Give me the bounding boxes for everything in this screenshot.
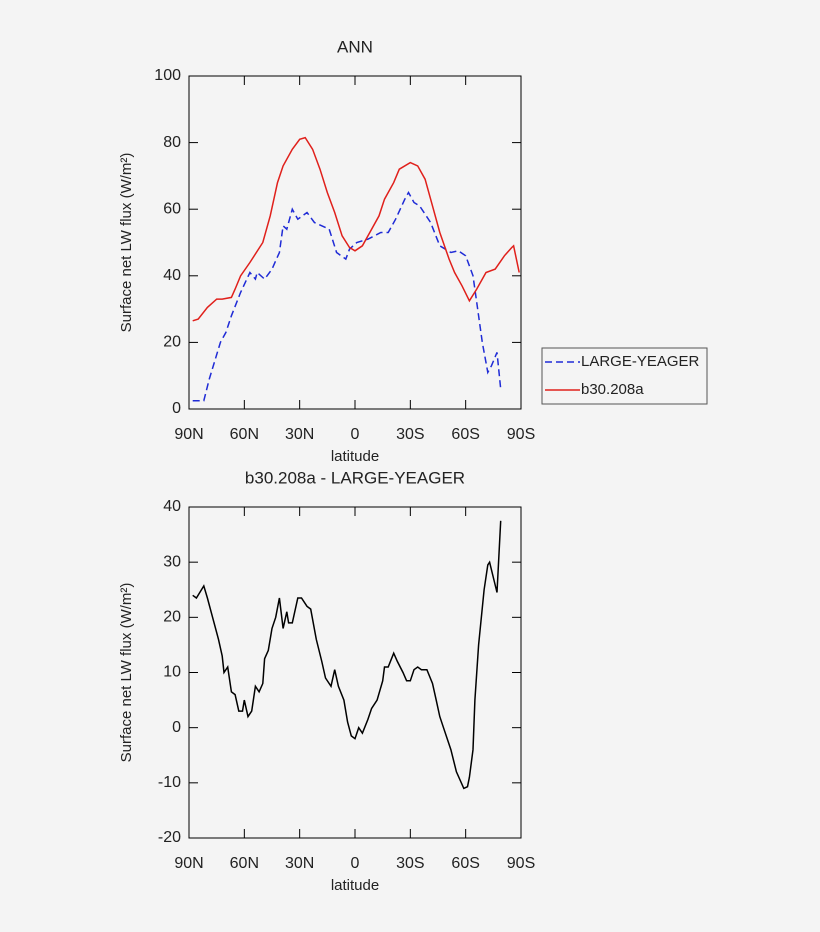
y-axis-label: Surface net LW flux (W/m²) bbox=[118, 153, 135, 333]
x-tick-label: 30S bbox=[396, 426, 424, 443]
y-axis-label: Surface net LW flux (W/m²) bbox=[118, 583, 135, 763]
line-series bbox=[192, 520, 502, 790]
y-tick-label: 40 bbox=[163, 267, 181, 284]
line-series bbox=[192, 190, 502, 402]
x-tick-label: 30N bbox=[285, 855, 314, 872]
chart-title: ANN bbox=[337, 37, 373, 56]
legend-label: b30.208a bbox=[581, 381, 644, 398]
x-tick-label: 60N bbox=[230, 426, 259, 443]
y-tick-label: 60 bbox=[163, 200, 181, 217]
y-tick-label: -10 bbox=[158, 774, 181, 791]
chart-title: b30.208a - LARGE-YEAGER bbox=[245, 468, 465, 487]
y-tick-label: 10 bbox=[163, 664, 181, 681]
x-tick-label: 60S bbox=[451, 855, 479, 872]
x-tick-label: 90N bbox=[174, 855, 203, 872]
x-axis-label: latitude bbox=[331, 448, 379, 465]
x-axis-label: latitude bbox=[331, 877, 379, 894]
x-tick-label: 30S bbox=[396, 855, 424, 872]
y-tick-label: 40 bbox=[163, 498, 181, 515]
y-tick-label: 100 bbox=[154, 67, 181, 84]
plot-frame bbox=[188, 75, 522, 410]
x-tick-label: 0 bbox=[351, 855, 360, 872]
x-tick-label: 60S bbox=[451, 426, 479, 443]
legend-label: LARGE-YEAGER bbox=[581, 353, 700, 370]
x-tick-label: 30N bbox=[285, 426, 314, 443]
line-series bbox=[192, 136, 520, 322]
x-tick-label: 0 bbox=[351, 426, 360, 443]
y-tick-label: 80 bbox=[163, 134, 181, 151]
legend-box bbox=[541, 347, 708, 405]
x-tick-label: 90N bbox=[174, 426, 203, 443]
y-tick-label: 0 bbox=[172, 400, 181, 417]
y-tick-label: 0 bbox=[172, 719, 181, 736]
x-tick-label: 90S bbox=[507, 426, 535, 443]
plot-frame bbox=[188, 506, 522, 839]
x-tick-label: 60N bbox=[230, 855, 259, 872]
y-tick-label: 20 bbox=[163, 334, 181, 351]
y-tick-label: 30 bbox=[163, 553, 181, 570]
y-tick-label: 20 bbox=[163, 609, 181, 626]
x-tick-label: 90S bbox=[507, 855, 535, 872]
y-tick-label: -20 bbox=[158, 829, 181, 846]
